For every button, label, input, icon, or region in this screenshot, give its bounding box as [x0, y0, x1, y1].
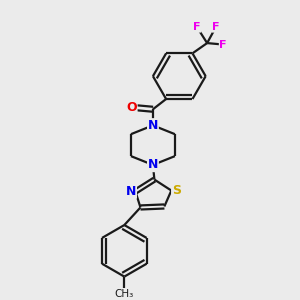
Text: F: F	[212, 22, 220, 32]
Text: F: F	[220, 40, 227, 50]
Text: N: N	[148, 119, 158, 132]
Text: N: N	[148, 158, 158, 171]
Text: S: S	[172, 184, 181, 197]
Text: CH₃: CH₃	[115, 289, 134, 299]
Text: N: N	[126, 185, 136, 198]
Text: O: O	[126, 101, 137, 114]
Text: F: F	[193, 22, 201, 32]
